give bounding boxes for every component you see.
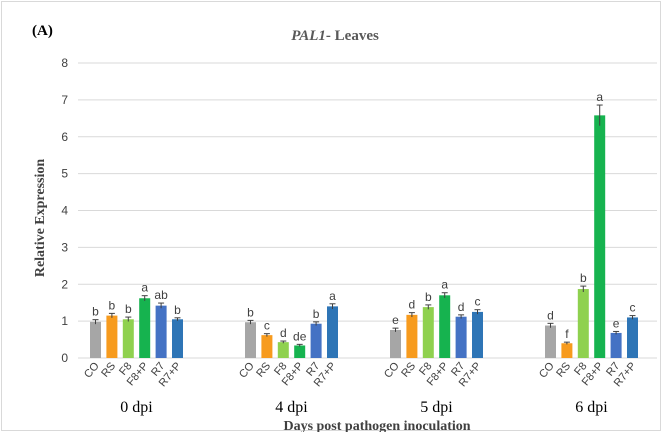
significance-letter: c bbox=[630, 301, 636, 315]
y-tick-label: 5 bbox=[61, 167, 68, 181]
significance-letter: ab bbox=[154, 288, 168, 302]
y-tick-label: 8 bbox=[61, 56, 68, 70]
bar bbox=[561, 343, 573, 358]
y-tick-label: 3 bbox=[61, 240, 68, 254]
bar bbox=[172, 319, 183, 358]
significance-letter: b bbox=[174, 303, 181, 317]
bar bbox=[455, 316, 467, 358]
x-category-label: RS bbox=[554, 360, 573, 379]
bar bbox=[90, 321, 101, 358]
significance-letter: e bbox=[613, 316, 620, 330]
significance-letter: b bbox=[109, 298, 116, 312]
x-category-label: RS bbox=[254, 360, 273, 379]
bar bbox=[245, 322, 256, 358]
y-tick-label: 4 bbox=[61, 204, 68, 218]
significance-letter: b bbox=[580, 271, 587, 285]
y-tick-label: 2 bbox=[61, 277, 68, 291]
bar bbox=[406, 314, 418, 358]
significance-letter: d bbox=[547, 308, 554, 322]
x-category-label: RS bbox=[99, 360, 118, 379]
significance-letter: d bbox=[458, 300, 465, 314]
significance-letter: b bbox=[125, 302, 132, 316]
bar bbox=[577, 289, 589, 358]
bar bbox=[545, 325, 556, 358]
y-tick-label: 6 bbox=[61, 130, 68, 144]
bar bbox=[439, 295, 451, 358]
group-label: 4 dpi bbox=[275, 399, 308, 416]
bar bbox=[155, 305, 167, 358]
significance-letter: e bbox=[392, 313, 399, 327]
x-category-label: CO bbox=[382, 360, 402, 381]
significance-letter: b bbox=[425, 290, 432, 304]
significance-letter: f bbox=[565, 327, 569, 341]
bar bbox=[594, 115, 606, 358]
y-tick-label: 1 bbox=[61, 314, 68, 328]
title-gene: PAL1 bbox=[291, 28, 326, 44]
bar bbox=[277, 342, 289, 358]
y-tick-label: 0 bbox=[61, 351, 68, 365]
group-labels: 0 dpi 4 dpi 5 dpi 6 dpi bbox=[120, 399, 608, 416]
x-category-label: CO bbox=[537, 360, 557, 381]
significance-letter: d bbox=[280, 326, 287, 340]
panel-label: (A) bbox=[32, 23, 53, 39]
x-axis-title: Days post pathogen inoculation bbox=[283, 419, 470, 432]
bar bbox=[261, 335, 273, 358]
bar bbox=[139, 298, 151, 358]
x-category-label: RS bbox=[399, 360, 418, 379]
bar bbox=[106, 315, 118, 358]
significance-letter: b bbox=[247, 305, 254, 319]
x-category-label: CO bbox=[237, 360, 257, 381]
title-rest: - Leaves bbox=[326, 28, 379, 44]
significance-letter: b bbox=[92, 305, 99, 319]
significance-letter: c bbox=[475, 295, 481, 309]
x-category-label: CO bbox=[82, 360, 102, 381]
bar bbox=[327, 306, 338, 358]
significance-letter: a bbox=[441, 278, 448, 292]
bar bbox=[310, 323, 322, 358]
bar bbox=[472, 311, 483, 358]
group-label: 5 dpi bbox=[420, 399, 453, 416]
significance-letter: a bbox=[596, 90, 603, 104]
group-label: 6 dpi bbox=[575, 399, 608, 416]
y-tick-labels: 0 1 2 3 4 5 6 7 8 bbox=[61, 56, 68, 365]
group-label: 0 dpi bbox=[120, 399, 153, 416]
bar bbox=[390, 329, 401, 358]
significance-letter: c bbox=[264, 319, 270, 333]
significance-letter: a bbox=[141, 281, 148, 295]
significance-letter: de bbox=[293, 329, 307, 343]
bar bbox=[294, 345, 306, 358]
significance-letter: a bbox=[329, 289, 336, 303]
significance-letter: b bbox=[313, 307, 320, 321]
y-axis-title: Relative Expression bbox=[33, 159, 48, 278]
chart-title: PAL1- Leaves bbox=[291, 28, 379, 44]
y-tick-label: 7 bbox=[61, 93, 68, 107]
significance-letter: d bbox=[409, 298, 416, 312]
bar bbox=[610, 332, 622, 358]
bar bbox=[422, 307, 434, 358]
bar bbox=[122, 319, 134, 358]
bar bbox=[627, 317, 638, 358]
